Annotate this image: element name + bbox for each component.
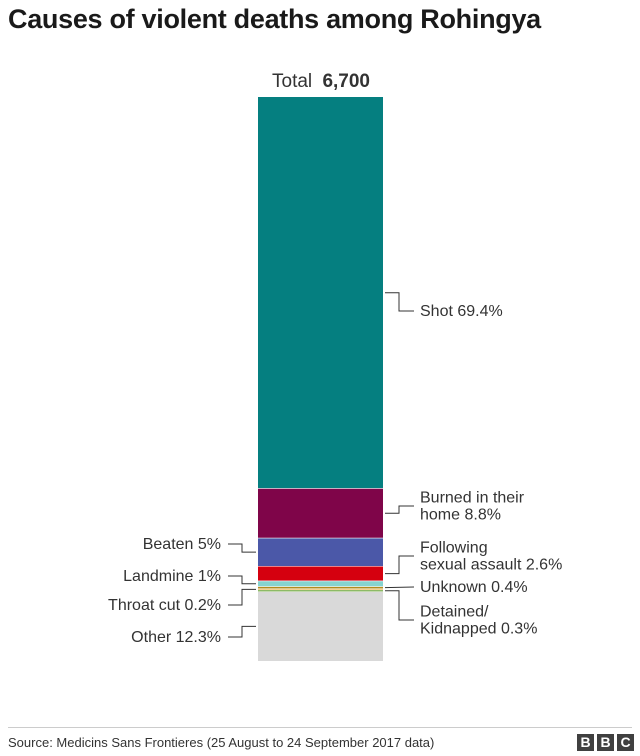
bar-segment-unknown <box>258 586 383 589</box>
segment-label: Landmine 1% <box>123 568 221 585</box>
label-leader-line <box>385 505 414 514</box>
segment-label-line: Landmine 1% <box>123 568 221 585</box>
bar-segments <box>258 97 383 661</box>
bar-segment-landmine <box>258 580 383 587</box>
segment-label-line: sexual assault 2.6% <box>420 557 562 574</box>
label-leader-line <box>384 586 415 589</box>
footer-divider <box>8 727 632 728</box>
segment-label-line: Other 12.3% <box>131 629 221 646</box>
logo-letter: B <box>577 734 594 751</box>
segment-label-line: Following <box>420 540 488 557</box>
total-value: 6,700 <box>322 71 370 92</box>
bar-segment-throat-cut <box>258 588 383 590</box>
segment-label: Other 12.3% <box>131 629 221 646</box>
chart-title: Causes of violent deaths among Rohingya <box>8 4 541 34</box>
bar-segment-beaten <box>258 538 383 567</box>
segment-label: Following sexual assault 2.6% <box>420 540 562 574</box>
segment-label: Shot 69.4% <box>420 303 503 320</box>
bar-segment-burned-in-their-home <box>258 488 383 539</box>
bar-segment-following-sexual-assault <box>258 566 383 581</box>
segment-label-line: Unknown 0.4% <box>420 579 528 596</box>
segment-label-line: Shot 69.4% <box>420 303 503 320</box>
segment-label: Throat cut 0.2% <box>108 597 221 614</box>
label-leader-line <box>385 292 414 312</box>
label-leader-line <box>228 625 256 638</box>
segment-label-line: Burned in their <box>420 490 525 507</box>
logo-letter: B <box>597 734 614 751</box>
label-leader-line <box>228 543 256 553</box>
total-label: Total 6,700 <box>272 71 370 92</box>
segment-label-line: Throat cut 0.2% <box>108 597 221 614</box>
segment-label-line: Detained/ <box>420 604 489 621</box>
segment-label-line: home 8.8% <box>420 507 501 524</box>
bbc-logo: B B C <box>577 734 634 751</box>
label-leader-line <box>385 590 414 621</box>
bar-segment-other <box>258 591 383 661</box>
total-label-text: Total <box>272 71 312 92</box>
stacked-bar-chart: Total 6,700 Shot 69.4% Burned in their hom… <box>108 71 562 661</box>
segment-label: Beaten 5% <box>143 536 221 553</box>
source-note: Source: Medicins Sans Frontieres (25 Aug… <box>8 735 435 750</box>
label-leader-line <box>228 575 256 585</box>
segment-label-line: Beaten 5% <box>143 536 221 553</box>
label-leader-line <box>228 588 256 606</box>
bar-segment-detained-kidnapped <box>258 589 383 592</box>
label-leader-line <box>385 555 414 575</box>
segment-label: Unknown 0.4% <box>420 579 528 596</box>
segment-label-line: Kidnapped 0.3% <box>420 621 537 638</box>
segment-label: Burned in their home 8.8% <box>420 490 525 524</box>
segment-label: Detained/Kidnapped 0.3% <box>420 604 537 638</box>
segment-labels: Shot 69.4% Burned in their home 8.8% Beaten… <box>108 292 562 646</box>
logo-letter: C <box>617 734 634 751</box>
bar-segment-shot <box>258 97 383 489</box>
